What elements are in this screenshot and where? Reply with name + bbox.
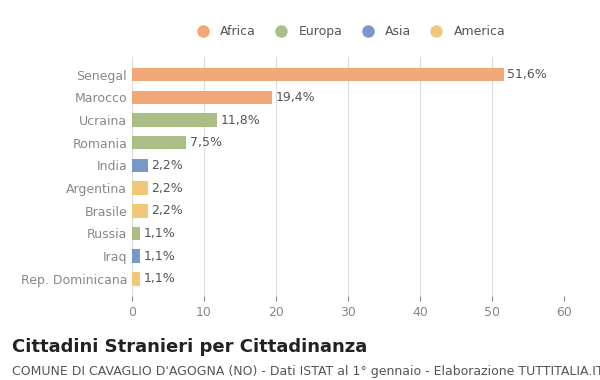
- Text: 2,2%: 2,2%: [151, 159, 183, 172]
- Bar: [132, 68, 503, 81]
- Text: 2,2%: 2,2%: [151, 204, 183, 217]
- Legend: Africa, Europa, Asia, America: Africa, Europa, Asia, America: [185, 20, 511, 43]
- Bar: [132, 204, 148, 217]
- Text: Cittadini Stranieri per Cittadinanza: Cittadini Stranieri per Cittadinanza: [12, 338, 367, 356]
- Bar: [132, 272, 140, 285]
- Bar: [132, 90, 272, 104]
- Text: 1,1%: 1,1%: [143, 227, 175, 240]
- Bar: [132, 113, 217, 127]
- Text: 2,2%: 2,2%: [151, 182, 183, 195]
- Bar: [132, 136, 186, 149]
- Text: 7,5%: 7,5%: [190, 136, 221, 149]
- Text: 19,4%: 19,4%: [275, 91, 315, 104]
- Bar: [132, 249, 140, 263]
- Text: 1,1%: 1,1%: [143, 250, 175, 263]
- Bar: [132, 158, 148, 172]
- Text: 11,8%: 11,8%: [221, 114, 260, 127]
- Bar: [132, 226, 140, 240]
- Text: 51,6%: 51,6%: [507, 68, 547, 81]
- Text: COMUNE DI CAVAGLIO D'AGOGNA (NO) - Dati ISTAT al 1° gennaio - Elaborazione TUTTI: COMUNE DI CAVAGLIO D'AGOGNA (NO) - Dati …: [12, 365, 600, 378]
- Bar: [132, 181, 148, 195]
- Text: 1,1%: 1,1%: [143, 272, 175, 285]
